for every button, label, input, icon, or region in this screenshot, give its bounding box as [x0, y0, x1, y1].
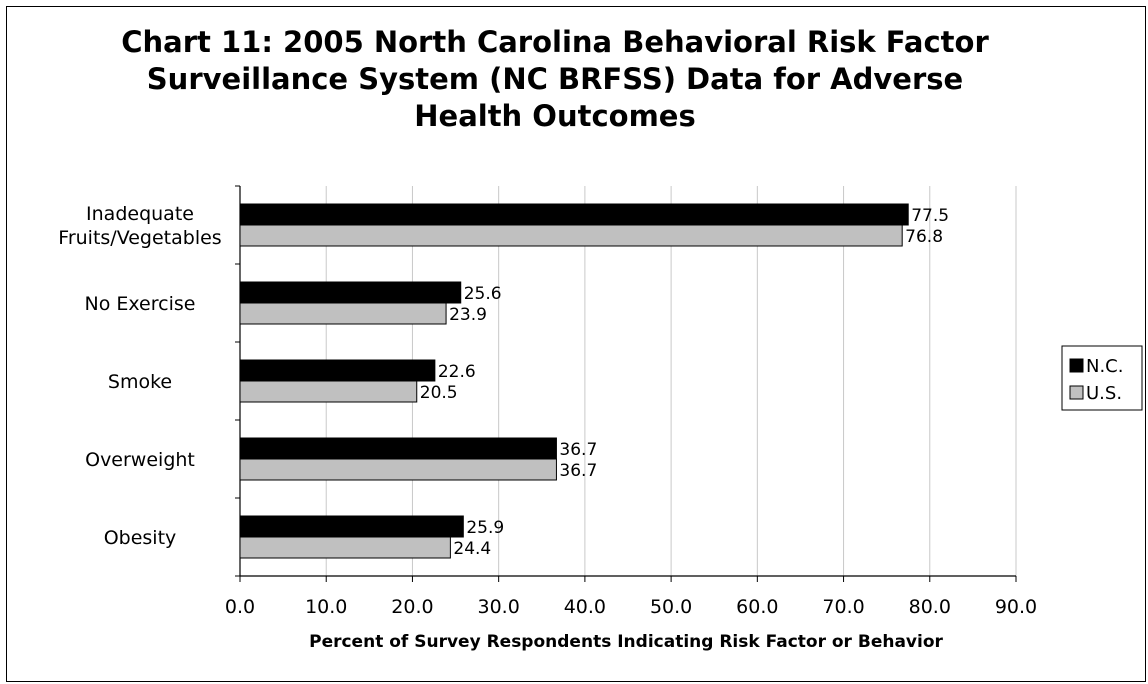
- bar-nc: [239, 203, 909, 226]
- chart-frame: [6, 6, 1146, 682]
- data-label: 36.7: [559, 440, 597, 460]
- bar-us: [239, 224, 903, 247]
- x-tick-label: 40.0: [564, 596, 606, 618]
- category-label: Fruits/Vegetables: [58, 227, 221, 249]
- chart-title: Chart 11: 2005 North Carolina Behavioral…: [121, 25, 989, 133]
- data-label: 77.5: [911, 206, 949, 226]
- category-label: Inadequate: [86, 203, 194, 225]
- bar-us: [239, 302, 447, 325]
- legend-swatch: [1069, 358, 1084, 373]
- data-label: 23.9: [449, 305, 487, 325]
- bar-nc: [239, 515, 464, 538]
- x-tick-label: 50.0: [650, 596, 692, 618]
- data-label: 25.9: [466, 518, 504, 538]
- x-tick-label: 70.0: [822, 596, 864, 618]
- bar-nc: [239, 281, 462, 304]
- x-tick-label: 80.0: [909, 596, 951, 618]
- x-tick-label: 20.0: [391, 596, 433, 618]
- data-label: 24.4: [453, 539, 491, 559]
- bar-nc: [239, 437, 557, 460]
- bar-us: [239, 536, 451, 559]
- legend-label: U.S.: [1086, 383, 1122, 404]
- x-tick-label: 90.0: [995, 596, 1037, 618]
- data-label: 20.5: [420, 383, 458, 403]
- category-label: No Exercise: [85, 293, 196, 315]
- data-label: 25.6: [464, 284, 502, 304]
- x-tick-label: 0.0: [225, 596, 255, 618]
- bar-us: [239, 380, 418, 403]
- x-tick-label: 10.0: [305, 596, 347, 618]
- data-label: 22.6: [438, 362, 476, 382]
- category-label: Obesity: [104, 527, 177, 549]
- bar-nc: [239, 359, 436, 382]
- x-tick-label: 60.0: [736, 596, 778, 618]
- legend-swatch: [1069, 385, 1084, 400]
- data-label: 76.8: [905, 227, 943, 247]
- bar-us: [239, 458, 557, 481]
- legend-label: N.C.: [1086, 356, 1123, 377]
- category-label: Overweight: [85, 449, 195, 471]
- x-axis-title: Percent of Survey Respondents Indicating…: [309, 632, 943, 652]
- x-tick-label: 30.0: [478, 596, 520, 618]
- data-label: 36.7: [559, 461, 597, 481]
- category-label: Smoke: [108, 371, 172, 393]
